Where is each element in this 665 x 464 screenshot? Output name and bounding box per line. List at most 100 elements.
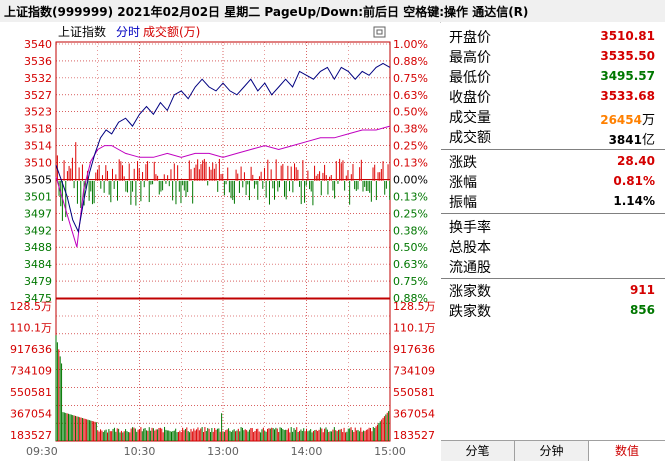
title-text: 上证指数(999999) 2021年02月02日 星期二 PageUp/Down… <box>4 5 529 19</box>
turnover-row: 换手率 <box>441 216 665 236</box>
volume-tick-label: 110.1万 <box>393 322 436 335</box>
total-shares-label: 总股本 <box>449 240 491 256</box>
separator <box>441 213 665 214</box>
volume-tick-label: 550581 <box>393 386 435 399</box>
separator <box>441 149 665 150</box>
time-tick-label: 09:30 <box>26 445 58 458</box>
separator <box>441 278 665 279</box>
amplitude-label: 振幅 <box>449 195 477 211</box>
advancers-value: 911 <box>629 283 655 297</box>
price-tick-label: 3518 <box>24 123 52 136</box>
change-pct-row: 涨幅 0.81% <box>441 171 665 191</box>
decliners-row: 跌家数 856 <box>441 300 665 320</box>
quote-panel: 开盘价 3510.81 最高价 3535.50 最低价 3495.57 收盘价 … <box>441 22 665 440</box>
volume-tick-label: 550581 <box>10 386 52 399</box>
pct-tick-label: 0.75% <box>393 72 428 85</box>
intraday-chart[interactable]: 3540 3536 3532 3527 3523 3518 3514 3510 3505 3501… <box>0 22 440 460</box>
volume-unit: 万 <box>641 113 655 128</box>
amount-value: 3841 <box>608 133 642 147</box>
time-tick-label: 10:30 <box>124 445 156 458</box>
pct-tick-label: 0.38% <box>393 224 428 237</box>
pct-tick-label: 0.88% <box>393 55 428 68</box>
open-row: 开盘价 3510.81 <box>441 26 665 46</box>
amount-bars <box>56 142 391 221</box>
decliners-label: 跌家数 <box>449 304 491 320</box>
volume-value: 26454 <box>600 113 642 127</box>
open-value: 3510.81 <box>600 29 655 43</box>
pct-tick-label: 0.13% <box>393 190 428 203</box>
change-pct-value: 0.81% <box>613 174 655 188</box>
price-tick-label: 3497 <box>24 207 52 220</box>
high-row: 最高价 3535.50 <box>441 46 665 66</box>
high-label: 最高价 <box>449 50 491 66</box>
low-label: 最低价 <box>449 70 491 86</box>
volume-tick-label: 183527 <box>393 429 435 442</box>
pct-tick-label: 0.88% <box>393 292 428 305</box>
high-value: 3535.50 <box>600 49 655 63</box>
price-tick-label: 3514 <box>24 140 52 153</box>
pct-tick-label: 1.00% <box>393 38 428 51</box>
price-tick-label: 3475 <box>24 292 52 305</box>
bottom-tabs: 分笔 分钟 数值 <box>441 440 665 461</box>
tab-minutes[interactable]: 分钟 <box>515 441 589 461</box>
amount-row: 成交额 3841亿 <box>441 126 665 148</box>
price-tick-label: 3501 <box>24 190 52 203</box>
volume-tick-label: 734109 <box>10 365 52 378</box>
pct-tick-label: 0.38% <box>393 123 428 136</box>
tab-ticks[interactable]: 分笔 <box>441 441 515 461</box>
time-tick-label: 15:00 <box>374 445 406 458</box>
chart-background <box>0 22 440 460</box>
pct-tick-label: 0.75% <box>393 275 428 288</box>
change-value: 28.40 <box>617 154 655 168</box>
volume-row: 成交量 26454万 <box>441 106 665 128</box>
advancers-row: 涨家数 911 <box>441 280 665 300</box>
price-line <box>55 62 391 234</box>
pct-tick-label: 0.50% <box>393 241 428 254</box>
chart-svg[interactable]: 3540 3536 3532 3527 3523 3518 3514 3510 3505 3501… <box>0 22 440 460</box>
advancers-label: 涨家数 <box>449 284 491 300</box>
volume-tick-label: 917636 <box>393 343 435 356</box>
amount-unit: 亿 <box>641 133 655 148</box>
low-row: 最低价 3495.57 <box>441 66 665 86</box>
chart-toggle-icon[interactable] <box>373 26 386 38</box>
volume-tick-label: 367054 <box>393 408 435 421</box>
tab-values[interactable]: 数值 <box>589 441 665 461</box>
close-row: 收盘价 3533.68 <box>441 86 665 106</box>
price-axis: 3540 3536 3532 3527 3523 3518 3514 3510 3505 3501… <box>24 38 52 305</box>
volume-value-group: 26454万 <box>600 109 655 128</box>
amount-label: 成交额 <box>449 130 491 146</box>
tab-time[interactable]: 分时 <box>116 25 140 39</box>
volume-tick-label: 128.5万 <box>10 300 53 313</box>
price-tick-label: 3484 <box>24 258 52 271</box>
change-label: 涨跌 <box>449 155 477 171</box>
turnover-label: 换手率 <box>449 220 491 236</box>
amount-value-group: 3841亿 <box>609 129 655 148</box>
volume-tick-label: 183527 <box>10 429 52 442</box>
volume-axis: 128.5万 128.5万 110.1万 110.1万 917636 917636 7341… <box>10 300 436 442</box>
pct-tick-label: 0.25% <box>393 207 428 220</box>
price-tick-label: 3536 <box>24 55 52 68</box>
avg-price-line <box>55 125 391 248</box>
title-bar: 上证指数(999999) 2021年02月02日 星期二 PageUp/Down… <box>0 0 665 23</box>
volume-tick-label: 367054 <box>10 408 52 421</box>
volume-tick-label: 128.5万 <box>393 300 436 313</box>
price-tick-label: 3505 <box>24 173 52 186</box>
pct-tick-label: 0.13% <box>393 157 428 170</box>
time-axis: 09:30 10:30 13:00 14:00 15:00 <box>26 445 406 458</box>
amplitude-row: 振幅 1.14% <box>441 191 665 211</box>
volume-label: 成交量 <box>449 110 491 126</box>
volume-tick-label: 917636 <box>10 343 52 356</box>
price-tick-label: 3488 <box>24 241 52 254</box>
close-label: 收盘价 <box>449 90 491 106</box>
float-shares-label: 流通股 <box>449 260 491 276</box>
tab-amount[interactable]: 成交额(万) <box>143 24 200 39</box>
change-row: 涨跌 28.40 <box>441 151 665 171</box>
pct-axis: 1.00% 0.88% 0.75% 0.63% 0.50% 0.38% 0.25% 0.13%… <box>393 38 428 305</box>
time-tick-label: 14:00 <box>291 445 323 458</box>
decliners-value: 856 <box>629 303 655 317</box>
price-tick-label: 3479 <box>24 275 52 288</box>
index-name-label: 上证指数 <box>58 24 106 39</box>
pct-tick-label: 0.63% <box>393 89 428 102</box>
low-value: 3495.57 <box>600 69 655 83</box>
